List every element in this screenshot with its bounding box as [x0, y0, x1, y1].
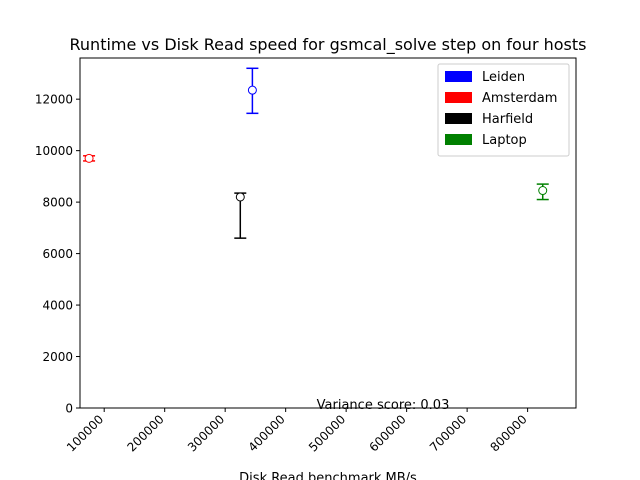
legend: Leiden Amsterdam Harfield Laptop: [437, 63, 570, 157]
legend-swatch-amsterdam: [445, 92, 472, 103]
data-point-harfield: [235, 192, 245, 202]
legend-swatch-laptop: [445, 134, 472, 145]
y-tick-label: 6000: [42, 247, 73, 261]
x-axis-label: Disk Read benchmark MB/s: [239, 471, 417, 480]
legend-swatch-harfield: [445, 113, 472, 124]
y-axis: 0 2000 4000 6000 8000 10000 12000: [35, 93, 80, 416]
legend-box: [437, 63, 570, 157]
y-tick-label: 0: [65, 402, 73, 416]
y-tick-label: 2000: [42, 350, 73, 364]
y-tick-label: 4000: [42, 299, 73, 313]
legend-label-harfield: Harfield: [482, 112, 533, 127]
y-tick-label: 10000: [35, 144, 73, 158]
chart-title: Runtime vs Disk Read speed for gsmcal_so…: [70, 35, 587, 55]
legend-swatch-leiden: [445, 71, 472, 82]
variance-annotation: Variance score: 0.03: [317, 398, 450, 413]
data-point-leiden: [247, 85, 257, 95]
data-point-laptop: [538, 186, 548, 196]
y-tick-label: 8000: [42, 196, 73, 210]
y-tick-label: 12000: [35, 93, 73, 107]
axes-frame: [79, 57, 577, 409]
legend-label-laptop: Laptop: [482, 133, 527, 148]
legend-label-leiden: Leiden: [482, 70, 525, 85]
legend-label-amsterdam: Amsterdam: [482, 91, 557, 106]
plot-area: [83, 67, 549, 239]
data-point-amsterdam: [84, 153, 94, 163]
